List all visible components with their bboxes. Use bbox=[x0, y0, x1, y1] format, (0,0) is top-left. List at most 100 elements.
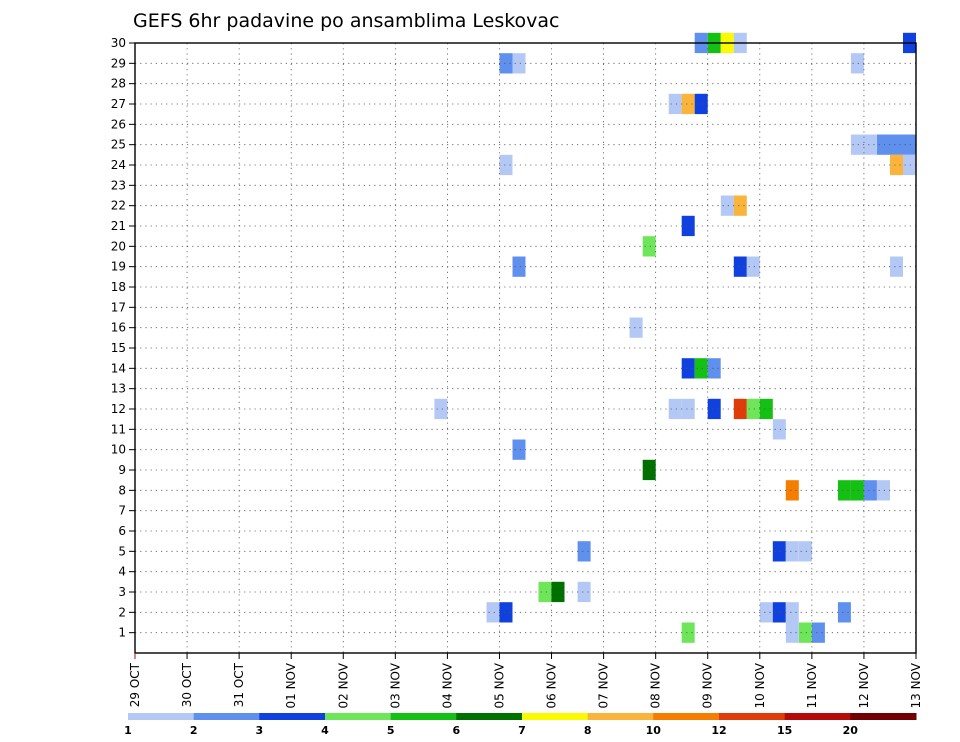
heat-cell bbox=[798, 541, 812, 562]
legend-swatch bbox=[390, 713, 457, 720]
x-tick-label: 09 NOV bbox=[701, 662, 715, 708]
y-tick-label: 11 bbox=[111, 422, 126, 436]
y-tick-label: 10 bbox=[111, 443, 126, 457]
heat-cell bbox=[863, 134, 877, 155]
heat-cell bbox=[681, 215, 695, 237]
legend-swatch bbox=[653, 713, 720, 720]
heat-cell bbox=[551, 581, 565, 603]
heat-cell bbox=[837, 480, 851, 501]
heat-cell bbox=[733, 398, 747, 420]
heat-cell bbox=[759, 602, 773, 623]
legend-label: 10 bbox=[646, 724, 662, 737]
heat-cell bbox=[863, 480, 877, 501]
heat-cell bbox=[707, 358, 721, 379]
y-axis: 1234567891011121314151617181920212223242… bbox=[111, 36, 135, 640]
y-tick-label: 25 bbox=[111, 138, 126, 152]
heat-cell bbox=[785, 480, 799, 501]
legend-swatch bbox=[456, 713, 523, 720]
heat-cell bbox=[837, 602, 851, 623]
y-tick-label: 12 bbox=[111, 402, 126, 416]
x-tick-label: 10 NOV bbox=[753, 662, 767, 708]
legend-label: 7 bbox=[518, 724, 526, 737]
x-tick-label: 03 NOV bbox=[388, 662, 402, 708]
heat-cell bbox=[629, 317, 643, 338]
heat-cell bbox=[577, 541, 591, 562]
x-tick-label: 13 NOV bbox=[909, 662, 923, 708]
y-tick-label: 5 bbox=[118, 544, 126, 558]
heat-cell bbox=[759, 398, 773, 420]
heat-cell bbox=[733, 256, 747, 277]
heat-cell bbox=[903, 154, 916, 176]
heat-cell bbox=[785, 622, 799, 643]
y-tick-label: 21 bbox=[111, 219, 126, 233]
x-tick-label: 01 NOV bbox=[284, 662, 298, 708]
heat-cell bbox=[850, 480, 864, 501]
legend-label: 4 bbox=[321, 724, 329, 737]
heat-cell bbox=[877, 134, 890, 155]
heat-cell bbox=[499, 602, 513, 623]
x-tick-label: 31 OCT bbox=[232, 662, 246, 707]
heat-cell bbox=[681, 398, 695, 420]
legend-label: 5 bbox=[387, 724, 395, 737]
x-tick-label: 12 NOV bbox=[857, 662, 871, 708]
x-tick-label: 30 OCT bbox=[180, 662, 194, 707]
y-tick-label: 22 bbox=[111, 199, 126, 213]
y-tick-label: 17 bbox=[111, 300, 126, 314]
heat-cell bbox=[499, 154, 513, 176]
legend-label: 15 bbox=[777, 724, 792, 737]
legend-swatch bbox=[259, 713, 326, 720]
heat-cell bbox=[694, 358, 708, 379]
heat-cell bbox=[499, 53, 513, 74]
heat-cell bbox=[903, 134, 916, 155]
heat-cell bbox=[811, 622, 825, 643]
legend-label: 8 bbox=[584, 724, 592, 737]
heat-cell bbox=[877, 480, 890, 501]
heat-cell bbox=[681, 622, 695, 643]
heat-cell bbox=[772, 541, 786, 562]
legend-swatch bbox=[850, 713, 917, 720]
heat-cell bbox=[642, 236, 656, 257]
y-tick-label: 9 bbox=[118, 463, 126, 477]
heat-cell bbox=[681, 358, 695, 379]
heat-cell bbox=[733, 195, 747, 216]
y-tick-label: 3 bbox=[118, 585, 126, 599]
x-tick-label: 04 NOV bbox=[440, 662, 454, 708]
y-tick-label: 28 bbox=[111, 77, 126, 91]
heat-cell bbox=[707, 398, 721, 420]
legend-label: 20 bbox=[843, 724, 859, 737]
y-tick-label: 4 bbox=[118, 565, 126, 579]
heat-cell bbox=[538, 581, 552, 603]
chart-title: GEFS 6hr padavine po ansamblima Leskovac bbox=[133, 10, 560, 32]
heat-cell bbox=[486, 602, 500, 623]
heat-cell bbox=[850, 53, 864, 74]
legend-swatch bbox=[193, 713, 260, 720]
heat-cell bbox=[746, 256, 760, 277]
heat-cell bbox=[720, 195, 734, 216]
y-tick-label: 15 bbox=[111, 341, 126, 355]
y-tick-label: 20 bbox=[111, 239, 126, 253]
heat-cell bbox=[512, 439, 526, 460]
heat-cell bbox=[772, 419, 786, 440]
y-tick-label: 2 bbox=[118, 605, 126, 619]
heat-cell bbox=[512, 53, 526, 74]
x-axis: 29 OCT 30 OCT 31 OCT 01 NOV 02 NOV 03 NOV 04 N… bbox=[128, 653, 923, 709]
y-tick-label: 18 bbox=[111, 280, 126, 294]
heat-cell bbox=[681, 93, 695, 115]
heat-cell bbox=[890, 134, 903, 155]
y-tick-label: 16 bbox=[111, 321, 126, 335]
x-tick-label: 11 NOV bbox=[805, 662, 819, 708]
x-tick-label: 07 NOV bbox=[597, 662, 611, 708]
heat-cell bbox=[434, 398, 448, 420]
y-tick-label: 29 bbox=[111, 56, 126, 70]
heat-cell bbox=[746, 398, 760, 420]
heat-cell bbox=[668, 93, 682, 115]
y-tick-label: 7 bbox=[118, 504, 126, 518]
y-tick-label: 27 bbox=[111, 97, 126, 111]
cells-layer bbox=[434, 32, 916, 643]
heat-cell bbox=[798, 622, 812, 643]
y-tick-label: 24 bbox=[111, 158, 126, 172]
legend-swatch bbox=[325, 713, 392, 720]
y-tick-label: 23 bbox=[111, 178, 126, 192]
legend-label: 6 bbox=[452, 724, 460, 737]
y-tick-label: 19 bbox=[111, 260, 126, 274]
